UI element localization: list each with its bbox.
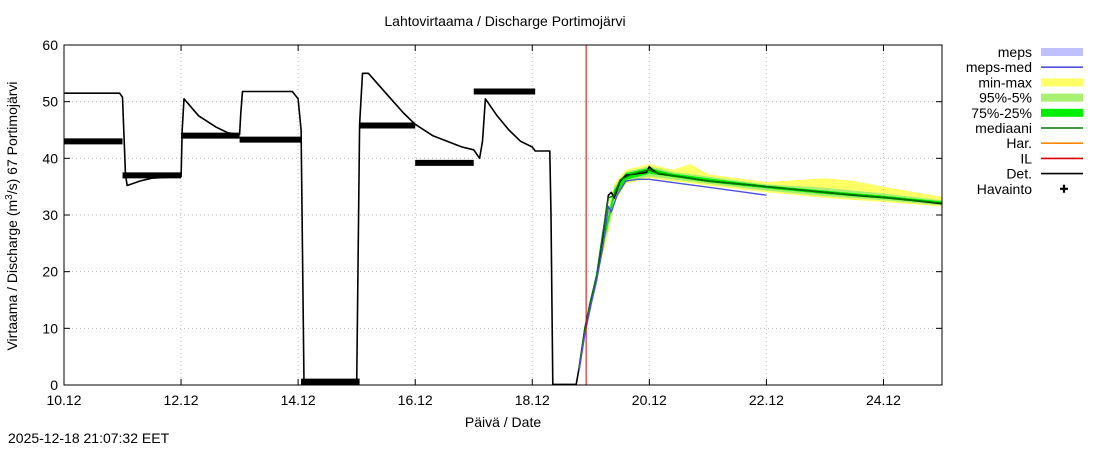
x-tick-label: 18.12: [515, 392, 550, 408]
legend: mepsmeps-medmin-max95%-5%75%-25%mediaani…: [966, 44, 1083, 197]
y-tick-label: 20: [42, 264, 58, 280]
observation-markers: [64, 88, 536, 385]
series-det-: [64, 72, 943, 386]
legend-swatch: [1041, 108, 1083, 117]
series-lines: [64, 72, 943, 386]
legend-label: IL: [1020, 150, 1032, 166]
band-min-max: [602, 164, 942, 261]
series-meps-med: [578, 178, 767, 371]
band-75-25-: [602, 168, 942, 249]
x-tick-label: 12.12: [164, 392, 199, 408]
x-tick-label: 22.12: [749, 392, 784, 408]
x-tick-label: 24.12: [866, 392, 901, 408]
legend-swatch: [1041, 93, 1083, 102]
y-tick-label: 10: [42, 320, 58, 336]
timestamp: 2025-12-18 21:07:32 EET: [8, 430, 170, 446]
y-axis-label-superscript: 3: [4, 194, 15, 200]
legend-label: Havainto: [977, 181, 1032, 197]
legend-label: 75%-25%: [971, 105, 1032, 121]
x-tick-label: 20.12: [632, 392, 667, 408]
legend-label: Har.: [1006, 135, 1032, 151]
legend-label: 95%-5%: [979, 90, 1032, 106]
x-tick-label: 14.12: [281, 392, 316, 408]
y-axis-label-tail: /s) 67 Portimojärvi: [4, 81, 20, 194]
x-tick-label: 10.12: [46, 392, 81, 408]
legend-label: Det.: [1006, 166, 1032, 182]
x-tick-label: 16.12: [398, 392, 433, 408]
chart-title: Lahtovirtaama / Discharge Portimojärvi: [384, 13, 625, 29]
y-tick-label: 30: [42, 207, 58, 223]
legend-label: meps: [998, 44, 1032, 60]
legend-label: meps-med: [966, 59, 1032, 75]
axis-ticks: 0 10 20 30 40 50 60 10.12 12.12 14.12 16.12 18.12 20…: [42, 37, 942, 408]
y-axis-label-main: Virtaama / Discharge (m: [4, 200, 20, 351]
y-tick-label: 40: [42, 150, 58, 166]
legend-swatch: [1041, 78, 1083, 87]
x-axis-label: Päivä / Date: [465, 414, 541, 430]
forecast-bands: [602, 164, 942, 261]
y-tick-label: 50: [42, 94, 58, 110]
y-tick-label: 60: [42, 37, 58, 53]
legend-swatch: [1041, 48, 1083, 56]
legend-label: mediaani: [975, 120, 1032, 136]
legend-label: min-max: [978, 74, 1032, 90]
series-mediaani: [578, 169, 943, 369]
grid: [64, 45, 942, 385]
plot-frame: [63, 44, 943, 386]
y-axis-label: Virtaama / Discharge (m3/s) 67 Portimojä…: [4, 81, 20, 350]
y-tick-label: 0: [50, 377, 58, 393]
havainto-marker-icon: [1060, 184, 1068, 193]
